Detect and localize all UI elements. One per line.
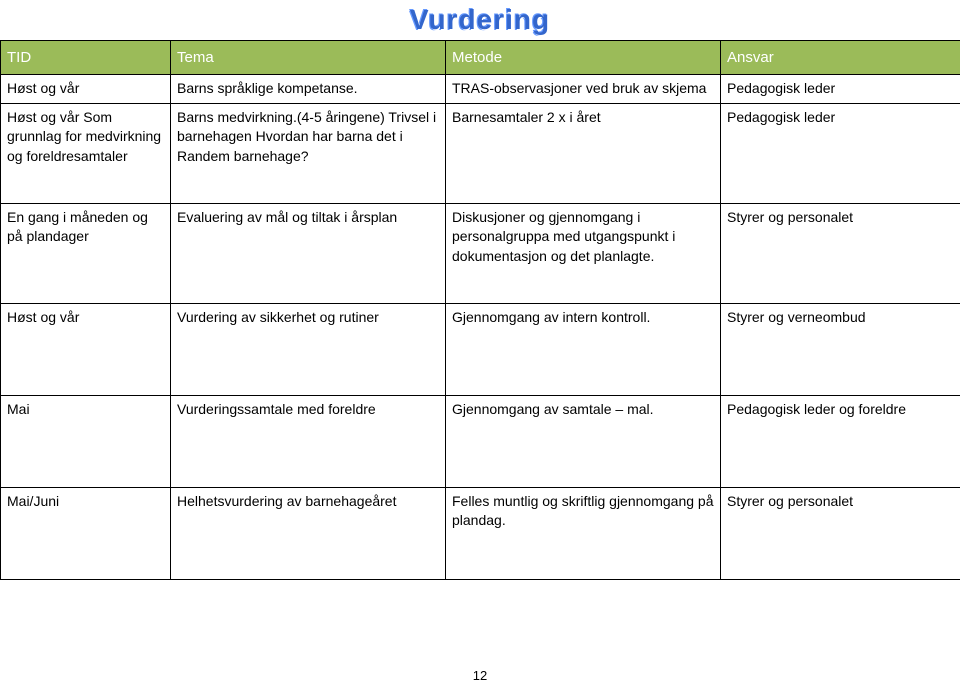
col-header-tid: TID [1,41,171,75]
cell-ansvar: Styrer og personalet [721,487,960,579]
cell-metode: Barnesamtaler 2 x i året [446,103,721,203]
cell-tema: Evaluering av mål og tiltak i årsplan [171,203,446,303]
cell-tid: Høst og vår [1,303,171,395]
cell-metode: TRAS-observasjoner ved bruk av skjema [446,75,721,104]
table-row: Mai/Juni Helhetsvurdering av barnehageår… [1,487,960,579]
cell-tema: Vurderingssamtale med foreldre [171,395,446,487]
table-row: En gang i måneden og på plandager Evalue… [1,203,960,303]
cell-tema: Barns medvirkning.(4-5 åringene) Trivsel… [171,103,446,203]
table-header-row: TID Tema Metode Ansvar [1,41,960,75]
cell-ansvar: Pedagogisk leder [721,103,960,203]
cell-tema: Barns språklige kompetanse. [171,75,446,104]
page-number: 12 [0,668,960,683]
cell-ansvar: Pedagogisk leder og foreldre [721,395,960,487]
col-header-metode: Metode [446,41,721,75]
cell-tid: Høst og vår Som grunnlag for medvirkning… [1,103,171,203]
cell-ansvar: Styrer og verneombud [721,303,960,395]
cell-tid: En gang i måneden og på plandager [1,203,171,303]
table-row: Høst og vår Som grunnlag for medvirkning… [1,103,960,203]
cell-metode: Diskusjoner og gjennomgang i personalgru… [446,203,721,303]
cell-tid: Mai/Juni [1,487,171,579]
page-title: Vurdering [0,0,960,40]
cell-ansvar: Styrer og personalet [721,203,960,303]
vurdering-table: TID Tema Metode Ansvar Høst og vår Barns… [0,40,960,580]
table-row: Høst og vår Vurdering av sikkerhet og ru… [1,303,960,395]
col-header-ansvar: Ansvar [721,41,960,75]
cell-tema: Helhetsvurdering av barnehageåret [171,487,446,579]
cell-tid: Mai [1,395,171,487]
cell-ansvar: Pedagogisk leder [721,75,960,104]
cell-metode: Gjennomgang av samtale – mal. [446,395,721,487]
table-row: Høst og vår Barns språklige kompetanse. … [1,75,960,104]
cell-tid: Høst og vår [1,75,171,104]
table-row: Mai Vurderingssamtale med foreldre Gjenn… [1,395,960,487]
col-header-tema: Tema [171,41,446,75]
cell-metode: Felles muntlig og skriftlig gjennomgang … [446,487,721,579]
cell-tema: Vurdering av sikkerhet og rutiner [171,303,446,395]
cell-metode: Gjennomgang av intern kontroll. [446,303,721,395]
